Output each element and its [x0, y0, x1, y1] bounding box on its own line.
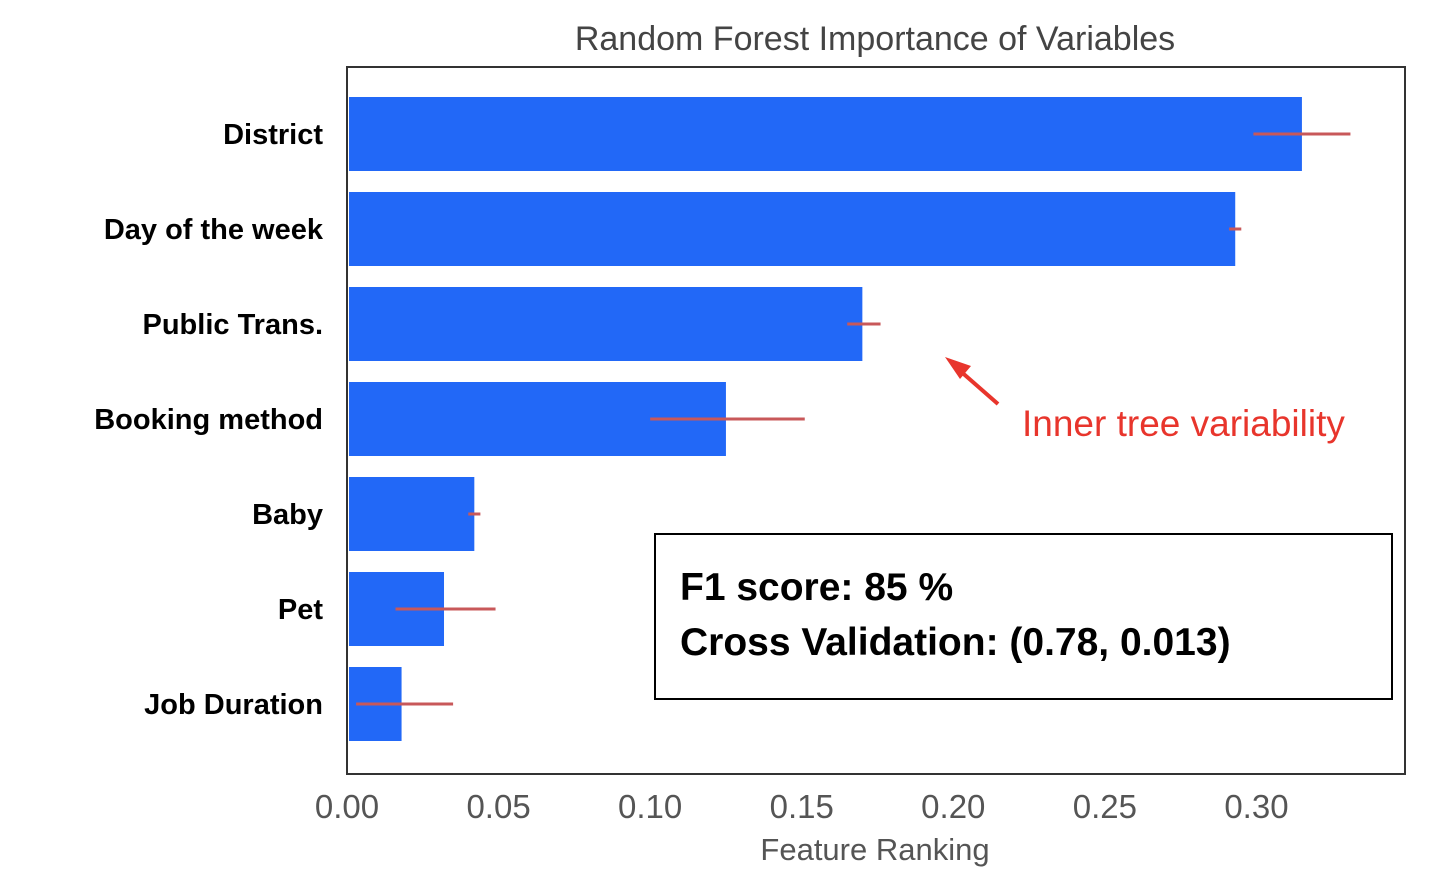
annotation-text: Inner tree variability: [1022, 403, 1345, 444]
error-bars-layer: [356, 132, 1351, 706]
chart-title: Random Forest Importance of Variables: [575, 20, 1175, 58]
annotation-arrow: [956, 367, 1000, 406]
category-label: Baby: [252, 499, 323, 531]
cross-validation-text: Cross Validation: (0.78, 0.013): [680, 621, 1231, 664]
annotation-arrowhead: [945, 357, 971, 379]
bar: [349, 287, 863, 361]
x-tick-label: 0.05: [466, 788, 530, 825]
x-tick-label: 0.20: [921, 788, 985, 825]
category-label: Day of the week: [104, 214, 324, 246]
category-label: Booking method: [94, 404, 323, 436]
bar: [349, 97, 1302, 171]
bars-layer: [349, 97, 1302, 741]
x-axis-label: Feature Ranking: [760, 832, 989, 867]
category-label: District: [223, 119, 323, 151]
plot-frame: [346, 66, 1406, 775]
x-tick-label: 0.15: [770, 788, 834, 825]
f1-score-text: F1 score: 85 %: [680, 566, 953, 609]
category-labels: District Day of the week Public Trans. Book…: [94, 119, 324, 721]
variability-annotation: Inner tree variability: [945, 357, 1345, 444]
score-box: F1 score: 85 % Cross Validation: (0.78, …: [654, 533, 1393, 700]
x-tick-label: 0.25: [1073, 788, 1137, 825]
score-box-frame: [654, 533, 1393, 700]
x-tick-label: 0.00: [315, 788, 379, 825]
x-tick-label: 0.10: [618, 788, 682, 825]
x-tick-labels: 0.00 0.05 0.10 0.15 0.20 0.25 0.30: [315, 788, 1289, 825]
bar: [349, 477, 475, 551]
x-tick-label: 0.30: [1224, 788, 1288, 825]
bar: [349, 192, 1236, 266]
category-label: Pet: [278, 594, 323, 626]
category-label: Public Trans.: [143, 309, 324, 341]
category-label: Job Duration: [144, 689, 323, 721]
